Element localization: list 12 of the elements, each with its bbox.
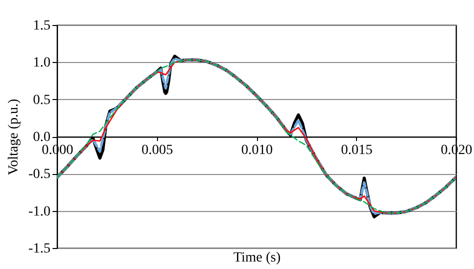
x-tick-label: 0.015 — [341, 143, 372, 158]
y-tick-label: 0.5 — [33, 92, 50, 108]
y-axis-title: Voltage (p.u.) — [6, 98, 22, 176]
x-axis-title: Time (s) — [233, 250, 281, 266]
y-tick-label: -0.5 — [28, 167, 50, 182]
y-tick-label: -1.0 — [28, 204, 50, 220]
y-tick-label: -1.5 — [28, 242, 50, 256]
y-tick-label: 1.5 — [33, 18, 50, 34]
y-tick-label: 1.0 — [33, 56, 50, 71]
y-tick-label: 0.0 — [33, 130, 50, 145]
x-tick-label: 0.005 — [142, 143, 173, 158]
x-tick-label: 0.010 — [241, 143, 273, 158]
